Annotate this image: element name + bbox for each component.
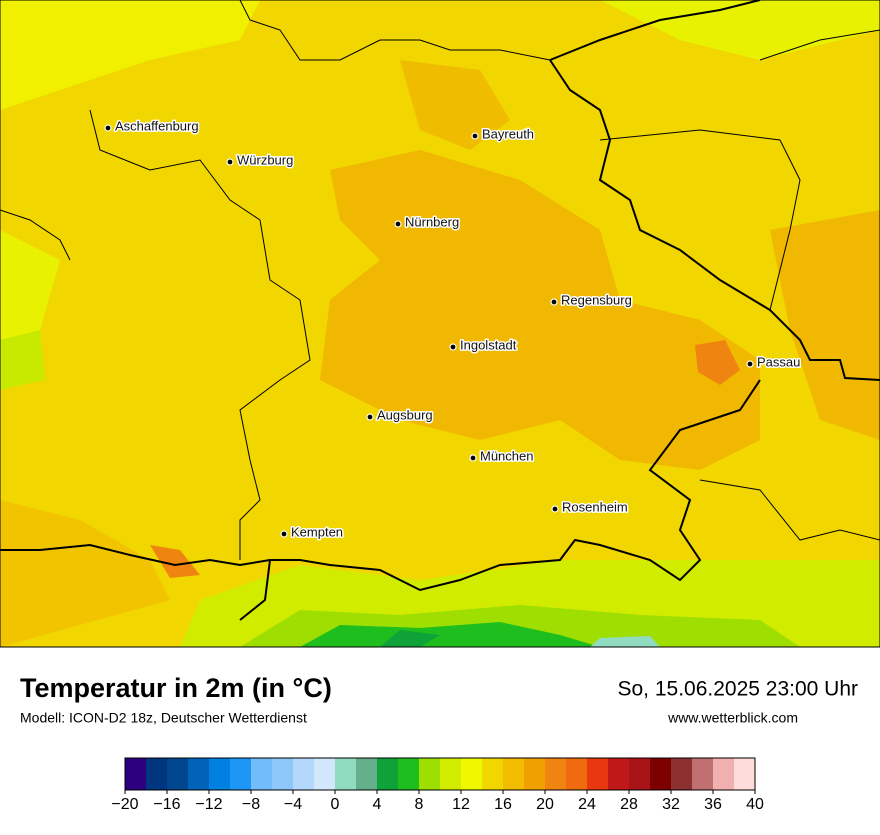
colorbar-tick-label: −4: [284, 796, 302, 813]
city-label: Würzburg: [237, 152, 293, 167]
colorbar-segment: [398, 758, 420, 790]
city-dot: [471, 132, 479, 140]
city-label: Ingolstadt: [460, 337, 517, 352]
colorbar-segment: [356, 758, 378, 790]
city-label: Aschaffenburg: [115, 118, 199, 133]
map-subtitle: Modell: ICON-D2 18z, Deutscher Wetterdie…: [20, 710, 307, 726]
colorbar-segment: [146, 758, 168, 790]
colorbar-segment: [230, 758, 252, 790]
colorbar-tick-label: 12: [452, 796, 470, 813]
colorbar-segment: [629, 758, 651, 790]
city-dot: [366, 413, 374, 421]
colorbar-frame: [124, 757, 756, 791]
city-dot: [280, 530, 288, 538]
colorbar-segment: [251, 758, 273, 790]
colorbar-segment: [377, 758, 399, 790]
colorbar-segment: [650, 758, 672, 790]
colorbar-tick-label: 16: [494, 796, 512, 813]
colorbar-segment: [167, 758, 189, 790]
colorbar-segment: [440, 758, 462, 790]
city-label: München: [480, 448, 533, 463]
colorbar-segment: [335, 758, 357, 790]
colorbar-tick-label: −20: [111, 796, 138, 813]
colorbar-segment: [524, 758, 546, 790]
colorbar-tick-label: 4: [373, 796, 382, 813]
map-datetime: So, 15.06.2025 23:00 Uhr: [617, 678, 858, 701]
colorbar-segment: [125, 758, 147, 790]
colorbar-segment: [503, 758, 525, 790]
colorbar-tick-label: −8: [242, 796, 260, 813]
city-dot: [449, 343, 457, 351]
map-title: Temperatur in 2m (in °C): [20, 673, 332, 703]
colorbar-tick-label: 24: [578, 796, 596, 813]
city-dot: [746, 360, 754, 368]
colorbar-tick-label: −16: [153, 796, 180, 813]
colorbar-tick-label: 36: [704, 796, 722, 813]
colorbar-segment: [188, 758, 210, 790]
colorbar-tick-label: 40: [746, 796, 764, 813]
city-label: Rosenheim: [562, 499, 628, 514]
city-label: Nürnberg: [405, 214, 459, 229]
colorbar-segment: [209, 758, 231, 790]
website: www.wetterblick.com: [667, 710, 798, 726]
city-label: Bayreuth: [482, 126, 534, 141]
colorbar-segment: [482, 758, 504, 790]
city-dot: [394, 220, 402, 228]
colorbar-tick-label: 20: [536, 796, 554, 813]
city-label: Passau: [757, 354, 800, 369]
city-label: Kempten: [291, 524, 343, 539]
colorbar-segment: [419, 758, 441, 790]
city-label: Augsburg: [377, 407, 433, 422]
city-dot: [550, 298, 558, 306]
city-dot: [551, 505, 559, 513]
city-dot: [104, 124, 112, 132]
city-dot: [226, 158, 234, 166]
colorbar-segment: [587, 758, 609, 790]
colorbar-tick-label: 28: [620, 796, 638, 813]
colorbar-tick-label: 8: [415, 796, 424, 813]
colorbar-segment: [692, 758, 714, 790]
colorbar-segment: [734, 758, 756, 790]
colorbar-tick-label: −12: [195, 796, 222, 813]
colorbar-segment: [461, 758, 483, 790]
map-background: [0, 0, 880, 648]
colorbar-tick-label: 0: [331, 796, 340, 813]
colorbar-segment: [713, 758, 735, 790]
colorbar-segment: [608, 758, 630, 790]
colorbar-segment: [671, 758, 693, 790]
city-dot: [469, 454, 477, 462]
colorbar-segment: [566, 758, 588, 790]
city-label: Regensburg: [561, 292, 632, 307]
colorbar-segment: [545, 758, 567, 790]
colorbar-segment: [272, 758, 294, 790]
colorbar-tick-label: 32: [662, 796, 680, 813]
colorbar-segment: [293, 758, 315, 790]
colorbar-segment: [314, 758, 336, 790]
